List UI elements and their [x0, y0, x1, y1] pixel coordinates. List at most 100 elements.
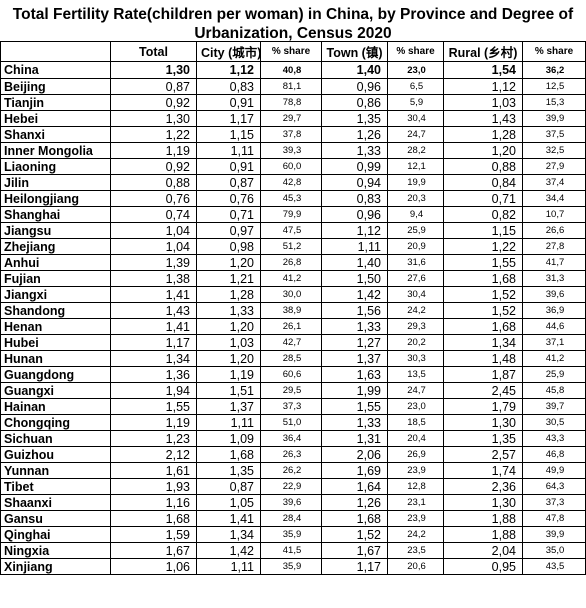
- title-line-1: Total Fertility Rate(children per woman)…: [12, 6, 574, 23]
- total-tfr-cell: 2,12: [110, 446, 197, 463]
- city-share-cell: 79,9: [260, 206, 322, 223]
- total-tfr-cell: 1,38: [110, 270, 197, 287]
- city-share-cell: 26,2: [260, 462, 322, 479]
- total-tfr-cell: 1,39: [110, 254, 197, 271]
- province-name-cell: Tibet: [0, 478, 111, 495]
- rural-share-cell: 12,5: [522, 78, 586, 95]
- rural-tfr-cell: 1,54: [443, 61, 523, 79]
- total-tfr-cell: 1,04: [110, 222, 197, 239]
- header-rural: Rural (乡村): [443, 41, 523, 62]
- table-row: Anhui 1,39 1,20 26,8 1,40 31,6 1,55 41,7: [0, 254, 586, 271]
- town-share-cell: 5,9: [387, 94, 444, 111]
- total-tfr-cell: 1,19: [110, 414, 197, 431]
- province-name-cell: Guangxi: [0, 382, 111, 399]
- fertility-table: Total City (城市) % share Town (镇) % share…: [0, 41, 586, 575]
- table-row: Henan 1,41 1,20 26,1 1,33 29,3 1,68 44,6: [0, 318, 586, 335]
- rural-share-cell: 30,5: [522, 414, 586, 431]
- city-share-cell: 81,1: [260, 78, 322, 95]
- rural-share-cell: 47,8: [522, 510, 586, 527]
- table-row: Hebei 1,30 1,17 29,7 1,35 30,4 1,43 39,9: [0, 110, 586, 127]
- total-tfr-cell: 0,88: [110, 174, 197, 191]
- table-row: Zhejiang 1,04 0,98 51,2 1,11 20,9 1,22 27,8: [0, 238, 586, 255]
- table-row: Jiangsu 1,04 0,97 47,5 1,12 25,9 1,15 26,6: [0, 222, 586, 239]
- city-share-cell: 35,9: [260, 526, 322, 543]
- total-tfr-cell: 0,92: [110, 94, 197, 111]
- rural-share-cell: 37,4: [522, 174, 586, 191]
- town-share-cell: 20,6: [387, 558, 444, 575]
- table-row: Guangxi 1,94 1,51 29,5 1,99 24,7 2,45 45,8: [0, 382, 586, 399]
- province-name-cell: Heilongjiang: [0, 190, 111, 207]
- city-share-cell: 28,5: [260, 350, 322, 367]
- town-tfr-cell: 1,17: [321, 558, 388, 575]
- city-tfr-cell: 1,11: [196, 142, 261, 159]
- town-tfr-cell: 0,99: [321, 158, 388, 175]
- city-share-cell: 28,4: [260, 510, 322, 527]
- province-name-cell: Shandong: [0, 302, 111, 319]
- city-share-cell: 29,7: [260, 110, 322, 127]
- city-share-cell: 39,6: [260, 494, 322, 511]
- city-tfr-cell: 1,12: [196, 61, 261, 79]
- province-name-cell: Qinghai: [0, 526, 111, 543]
- city-share-cell: 41,5: [260, 542, 322, 559]
- town-tfr-cell: 1,11: [321, 238, 388, 255]
- rural-tfr-cell: 1,30: [443, 494, 523, 511]
- header-province: [0, 41, 111, 62]
- city-tfr-cell: 1,35: [196, 462, 261, 479]
- rural-tfr-cell: 1,68: [443, 270, 523, 287]
- province-name-cell: Henan: [0, 318, 111, 335]
- header-row: Total City (城市) % share Town (镇) % share…: [0, 41, 586, 62]
- rural-tfr-cell: 0,82: [443, 206, 523, 223]
- city-tfr-cell: 0,76: [196, 190, 261, 207]
- rural-tfr-cell: 1,15: [443, 222, 523, 239]
- town-tfr-cell: 1,55: [321, 398, 388, 415]
- city-share-cell: 40,8: [260, 61, 322, 79]
- city-share-cell: 51,2: [260, 238, 322, 255]
- town-share-cell: 19,9: [387, 174, 444, 191]
- total-tfr-cell: 1,41: [110, 318, 197, 335]
- town-tfr-cell: 1,64: [321, 478, 388, 495]
- city-tfr-cell: 1,34: [196, 526, 261, 543]
- province-name-cell: Gansu: [0, 510, 111, 527]
- rural-tfr-cell: 1,79: [443, 398, 523, 415]
- title-line-2: Urbanization, Census 2020: [194, 25, 392, 42]
- table-row: Liaoning 0,92 0,91 60,0 0,99 12,1 0,88 27,9: [0, 158, 586, 175]
- table-row: Shandong 1,43 1,33 38,9 1,56 24,2 1,52 36,9: [0, 302, 586, 319]
- province-name-cell: Jiangsu: [0, 222, 111, 239]
- rural-tfr-cell: 1,68: [443, 318, 523, 335]
- city-share-cell: 45,3: [260, 190, 322, 207]
- table-row: Shanxi 1,22 1,15 37,8 1,26 24,7 1,28 37,5: [0, 126, 586, 143]
- town-tfr-cell: 1,33: [321, 142, 388, 159]
- city-tfr-cell: 0,91: [196, 94, 261, 111]
- rural-tfr-cell: 0,71: [443, 190, 523, 207]
- city-share-cell: 26,1: [260, 318, 322, 335]
- total-tfr-cell: 1,36: [110, 366, 197, 383]
- town-share-cell: 25,9: [387, 222, 444, 239]
- table-row: Chongqing 1,19 1,11 51,0 1,33 18,5 1,30 30,5: [0, 414, 586, 431]
- rural-share-cell: 10,7: [522, 206, 586, 223]
- rural-share-cell: 36,2: [522, 61, 586, 79]
- province-name-cell: Sichuan: [0, 430, 111, 447]
- rural-tfr-cell: 1,52: [443, 302, 523, 319]
- town-tfr-cell: 1,56: [321, 302, 388, 319]
- rural-tfr-cell: 1,28: [443, 126, 523, 143]
- town-share-cell: 30,4: [387, 286, 444, 303]
- rural-share-cell: 39,9: [522, 110, 586, 127]
- national-row: China 1,30 1,12 40,8 1,40 23,0 1,54 36,2: [0, 61, 586, 79]
- city-tfr-cell: 1,20: [196, 318, 261, 335]
- city-tfr-cell: 0,87: [196, 478, 261, 495]
- town-share-cell: 23,1: [387, 494, 444, 511]
- city-share-cell: 37,8: [260, 126, 322, 143]
- town-tfr-cell: 1,26: [321, 494, 388, 511]
- rural-share-cell: 15,3: [522, 94, 586, 111]
- town-tfr-cell: 0,86: [321, 94, 388, 111]
- total-tfr-cell: 1,19: [110, 142, 197, 159]
- header-town-share: % share: [387, 41, 444, 62]
- town-tfr-cell: 0,94: [321, 174, 388, 191]
- town-tfr-cell: 0,96: [321, 78, 388, 95]
- header-city: City (城市): [196, 41, 261, 62]
- province-name-cell: Anhui: [0, 254, 111, 271]
- town-share-cell: 23,0: [387, 61, 444, 79]
- table-row: Guangdong 1,36 1,19 60,6 1,63 13,5 1,87 25,9: [0, 366, 586, 383]
- province-name-cell: Fujian: [0, 270, 111, 287]
- city-tfr-cell: 0,71: [196, 206, 261, 223]
